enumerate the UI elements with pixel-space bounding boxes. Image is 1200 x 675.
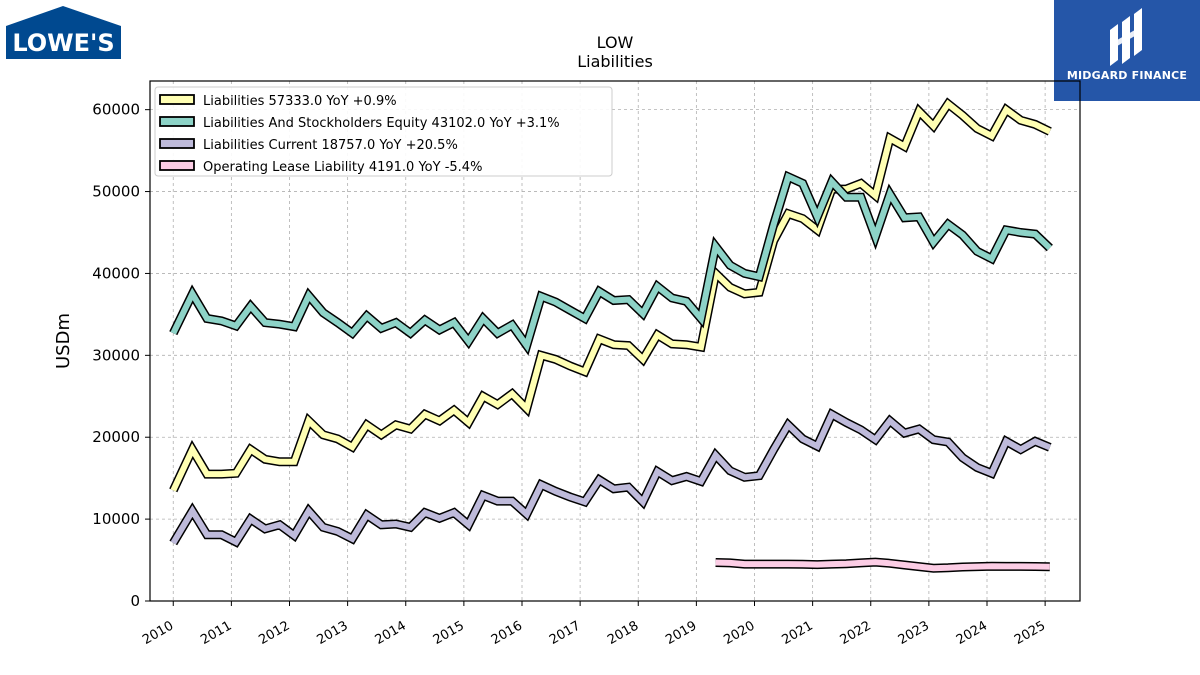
y-tick-label: 10000 [92,510,140,528]
plot-frame [149,80,1081,602]
legend-label: Operating Lease Liability 4191.0 YoY -5.… [203,160,482,175]
x-tick-label: 2013 [314,618,350,648]
x-tick-label: 2024 [954,618,990,648]
series-line [170,172,1052,353]
x-tick-label: 2019 [663,618,699,648]
series-line [170,99,1052,492]
y-tick-label: 60000 [92,101,140,119]
y-tick-label: 40000 [92,264,140,282]
midgard-brand-text: MIDGARD FINANCE [1066,69,1188,82]
y-axis-label: USDm [53,313,74,369]
legend-label: Liabilities Current 18757.0 YoY +20.5% [203,138,458,153]
x-tick-label: 2017 [547,618,583,648]
x-tick-label: 2015 [431,618,467,648]
series-3 [715,557,1050,573]
y-tick-label: 30000 [92,346,140,364]
x-axis: 2010 2011 2012 2013 2014 2015 2016 2017 2018 2019… [140,601,1048,648]
series-line [715,559,1050,572]
x-tick-label: 2022 [838,618,874,648]
series-line [170,410,1051,546]
legend-swatch [159,138,195,149]
series-line-outline [169,170,1053,356]
x-tick-label: 2023 [896,618,932,648]
x-tick-label: 2025 [1012,618,1048,648]
legend-label: Liabilities 57333.0 YoY +0.9% [203,94,397,109]
y-tick-label: 0 [130,592,140,610]
y-tick-label: 50000 [92,183,140,201]
lowes-logo-text: LOWE'S [12,29,114,57]
x-tick-label: 2016 [489,618,525,648]
series-0 [169,97,1052,493]
x-tick-label: 2011 [198,618,234,648]
midgard-mark-icon [1110,8,1142,66]
chart-title: LOW [597,33,634,52]
legend-label: Liabilities And Stockholders Equity 4310… [203,116,560,131]
y-axis: 0 10000 20000 30000 40000 50000 60000 [92,101,150,610]
legend-swatch [159,94,195,105]
x-tick-label: 2014 [373,618,409,648]
grid [150,81,1080,602]
x-tick-label: 2020 [721,618,757,648]
legend-box [154,86,613,177]
y-tick-label: 20000 [92,428,140,446]
midgard-finance-logo: MIDGARD FINANCE [1054,0,1200,101]
x-tick-label: 2010 [140,618,176,648]
x-tick-label: 2021 [779,618,815,648]
x-tick-label: 2018 [605,618,641,648]
series-2 [169,407,1052,548]
series-1 [169,170,1053,356]
chart-subtitle: Liabilities [577,52,653,71]
lowes-logo: LOWE'S [6,6,121,59]
legend-swatch [159,160,195,171]
series-lines [169,97,1053,573]
legend-swatch [159,116,195,127]
x-tick-label: 2012 [256,618,292,648]
legend: Liabilities 57333.0 YoY +0.9% Liabilities… [154,86,613,177]
